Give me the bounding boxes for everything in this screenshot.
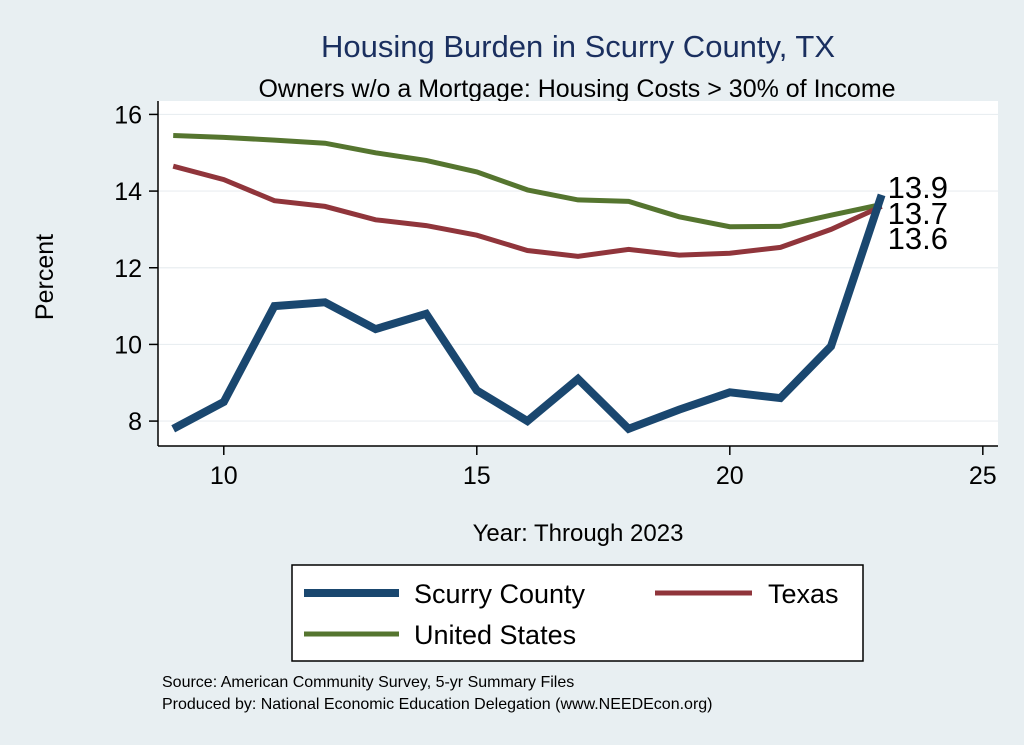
x-tick-label-20: 20: [716, 462, 744, 490]
y-axis-label: Percent: [31, 234, 59, 320]
legend-label-texas: Texas: [768, 579, 839, 609]
y-tick-label-14: 14: [114, 178, 142, 206]
plot-area: [158, 101, 998, 446]
end-label-texas: 13.6: [888, 221, 948, 256]
end-labels: 13.9 13.613.7: [888, 170, 948, 256]
end-label-united-states: 13.7: [888, 196, 948, 231]
legend: Scurry County Texas United States: [291, 564, 864, 662]
producer-note: Produced by: National Economic Education…: [162, 696, 713, 713]
x-tick-label-15: 15: [463, 462, 491, 490]
x-tick-label-25: 25: [969, 462, 997, 490]
x-tick-label-10: 10: [210, 462, 238, 490]
x-axis-label: Year: Through 2023: [473, 520, 684, 547]
y-tick-label-12: 12: [114, 255, 142, 283]
series-line-scurry-county: [171, 193, 886, 434]
axes: 8 10 12 14 16 10 15 20 25: [114, 101, 998, 490]
series-line-texas: [172, 163, 883, 259]
legend-label-united-states: United States: [414, 620, 576, 650]
legend-box: [291, 564, 864, 662]
y-tick-label-10: 10: [114, 331, 142, 359]
chart-subtitle: Owners w/o a Mortgage: Housing Costs > 3…: [258, 75, 895, 103]
legend-label-scurry-county: Scurry County: [414, 579, 586, 609]
chart-title: Housing Burden in Scurry County, TX: [321, 29, 835, 64]
source-note: Source: American Community Survey, 5-yr …: [162, 674, 574, 691]
series-line-united-states: [173, 133, 883, 230]
y-tick-label-16: 16: [114, 101, 142, 129]
series-group: [171, 133, 886, 434]
grid-lines: [158, 113, 998, 422]
y-tick-label-8: 8: [128, 408, 142, 436]
end-label-scurry-county: 13.9: [888, 170, 948, 205]
